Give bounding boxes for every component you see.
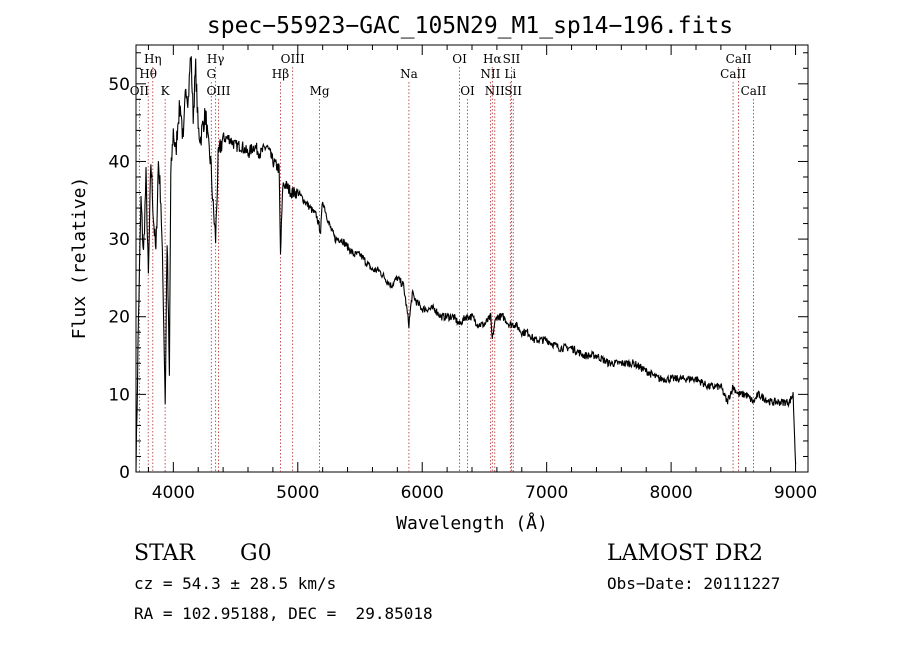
emission-line-label: Hβ (272, 67, 289, 81)
x-tick-label: 9000 (774, 483, 817, 503)
plot-frame (135, 44, 809, 473)
emission-line-label: SII (503, 52, 521, 66)
spectrum-line (135, 56, 797, 473)
emission-line-label: OII (130, 84, 150, 98)
y-tick-label: 0 (119, 463, 130, 483)
emission-line-label: OIII (281, 52, 305, 66)
y-tick-label: 40 (108, 152, 130, 172)
y-tick-label: 30 (108, 230, 130, 250)
emission-line-label: CaII (726, 52, 752, 66)
object-subclass: G0 (240, 541, 272, 566)
emission-line-label: K (161, 84, 171, 98)
emission-line-label: G (206, 67, 216, 81)
x-tick-label: 8000 (649, 483, 692, 503)
y-tick-label: 50 (108, 75, 130, 95)
emission-line-label: Hθ (139, 67, 157, 81)
y-axis-label: Flux (relative) (69, 177, 90, 340)
emission-line-label: Hα (483, 52, 502, 66)
axis-ticks: 4000 5000 6000 7000 8000 9000 0 10 20 30 40 50 (108, 45, 817, 503)
coordinates: RA = 102.95188, DEC = 29.85018 (134, 604, 433, 623)
emission-line-label: Hγ (207, 52, 225, 66)
x-tick-label: 5000 (276, 483, 319, 503)
emission-line-label: Na (400, 67, 418, 81)
emission-line-label: CaII (720, 67, 746, 81)
emission-line-label: Mg (310, 84, 330, 98)
y-tick-label: 10 (108, 385, 130, 405)
emission-line-label: Hη (144, 52, 162, 66)
observation-date: Obs−Date: 20111227 (607, 574, 781, 593)
emission-line-label: Li (504, 67, 516, 81)
emission-line-label: OIII (206, 84, 230, 98)
emission-line-label: NII (480, 67, 500, 81)
emission-line-label: NII (485, 84, 505, 98)
emission-lines: OIIHθHηKHγGOIIIHβOIIIMgNaOIOIHαNIINIISII… (130, 52, 767, 472)
redshift-velocity: cz = 54.3 ± 28.5 km/s (134, 574, 337, 593)
x-tick-label: 7000 (525, 483, 568, 503)
survey-name: LAMOST DR2 (607, 541, 763, 566)
y-tick-label: 20 (108, 308, 130, 328)
x-tick-label: 6000 (401, 483, 444, 503)
x-axis-label: Wavelength (Å) (396, 512, 548, 534)
emission-line-label: OI (452, 52, 467, 66)
object-class: STAR (134, 541, 195, 566)
chart-title: spec−55923−GAC_105N29_M1_sp14−196.fits (207, 13, 733, 39)
emission-line-label: CaII (741, 84, 767, 98)
emission-line-label: SII (504, 84, 522, 98)
x-tick-label: 4000 (152, 483, 195, 503)
emission-line-label: OI (460, 84, 475, 98)
